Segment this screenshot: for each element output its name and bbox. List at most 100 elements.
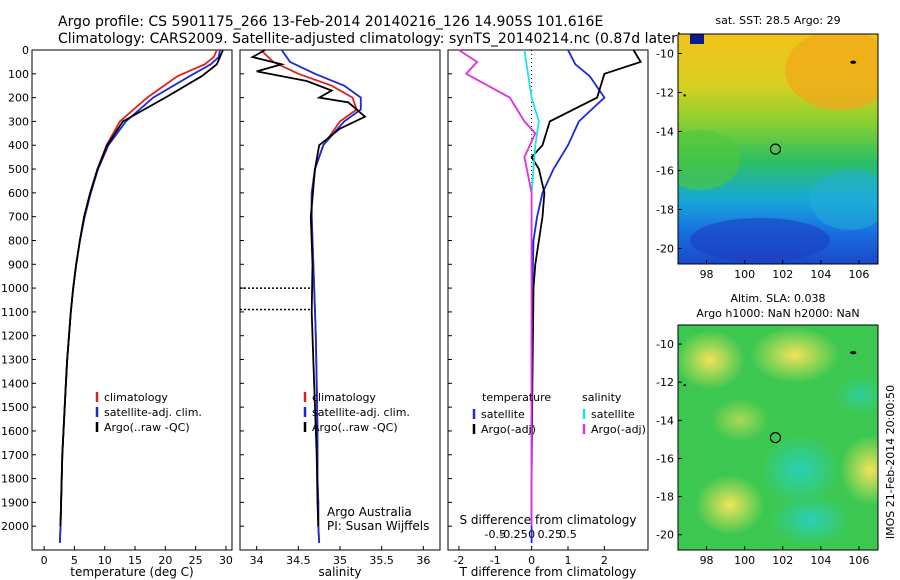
y-tick-label: 1700: [1, 449, 29, 462]
map-y-tick-label: -20: [656, 529, 674, 542]
y-tick-label: 0: [22, 44, 29, 57]
header-line-2: Climatology: CARS2009. Satellite-adjuste…: [58, 31, 682, 47]
island-marker: [850, 351, 857, 355]
map-y-tick-label: -18: [656, 491, 674, 504]
y-tick-label: 1100: [1, 306, 29, 319]
profile-location-marker: [769, 143, 782, 155]
y-tick-label: 600: [8, 187, 29, 200]
series-line: [458, 49, 537, 527]
difference-plot: -2-1012-0.5-0.2500.250.5temperaturesatel…: [448, 49, 646, 567]
sla-map-frame: [677, 324, 879, 551]
y-tick-label: 900: [8, 258, 29, 271]
header-line-1: Argo profile: CS 5901175_266 13-Feb-2014…: [58, 14, 603, 30]
pi-note: PI: Susan Wijffels: [327, 519, 429, 533]
map-y-tick-label: -10: [656, 338, 674, 351]
difference-axes: [447, 49, 649, 551]
map-x-tick-label: 106: [848, 554, 869, 567]
x-tick-label: 10: [98, 554, 112, 567]
map-x-tick-label: 104: [810, 554, 831, 567]
series-line: [530, 49, 643, 527]
sla-map-title-2: Argo h1000: NaN h2000: NaN: [696, 307, 859, 320]
map-x-tick-label: 104: [810, 268, 831, 281]
profile-location-marker: [769, 431, 782, 444]
y-tick-label: 300: [8, 115, 29, 128]
temperature-xlabel: temperature (deg C): [70, 565, 193, 579]
sst-map-field: [678, 34, 878, 264]
series-line: [59, 49, 221, 543]
map-x-tick-label: 98: [700, 554, 714, 567]
legend-label: Argo(-adj): [591, 423, 646, 436]
x2-tick-label: -0.5: [485, 528, 506, 541]
x-tick-label: 25: [189, 554, 203, 567]
map-y-tick-label: -12: [656, 376, 674, 389]
series-line: [250, 49, 367, 527]
sla-map-axes: 98 100 102 104 106 -10 -12 -14 -16 -18 -20: [656, 338, 869, 567]
map-y-tick-label: -12: [656, 86, 674, 99]
y-tick-label: 1300: [1, 354, 29, 367]
y-tick-label: 500: [8, 163, 29, 176]
y-tick-label: 400: [8, 139, 29, 152]
legend-label: Argo(-adj): [481, 423, 536, 436]
island-marker: [683, 94, 686, 97]
map-y-tick-label: -16: [656, 164, 674, 177]
legend-heading: temperature: [482, 391, 551, 404]
series-line: [59, 49, 218, 543]
x-tick-label: 30: [219, 554, 233, 567]
island-marker: [850, 60, 857, 64]
x2-tick-label: 0.5: [559, 528, 577, 541]
legend-label: climatology: [312, 391, 376, 404]
x-tick-label: 2: [601, 554, 608, 567]
salinity-plot: 34 34.5 35 35.5 36 climatology satellite-adj. …: [240, 49, 430, 567]
legend-label: Argo(..raw -QC): [312, 421, 398, 434]
y-tick-label: 1600: [1, 425, 29, 438]
argo-australia-note: Argo Australia: [327, 505, 412, 519]
imos-timestamp: IMOS 21-Feb-2014 20:00:50: [884, 385, 897, 539]
series-line: [530, 49, 606, 543]
x-tick-label: -2: [453, 554, 464, 567]
x-tick-label: -1: [490, 554, 501, 567]
sst-map-frame: [677, 33, 879, 265]
y-tick-label: 1800: [1, 473, 29, 486]
map-x-tick-label: 100: [734, 268, 755, 281]
x-tick-label: 0: [41, 554, 48, 567]
y-tick-label: 800: [8, 234, 29, 247]
map-y-tick-label: -20: [656, 242, 674, 255]
x-tick-label: 5: [71, 554, 78, 567]
y-tick-label: 2000: [1, 520, 29, 533]
legend-label: satellite: [591, 408, 635, 421]
y-tick-label: 1900: [1, 496, 29, 509]
x-tick-label: 35.5: [369, 554, 394, 567]
map-y-tick-label: -16: [656, 452, 674, 465]
sst-map-title: sat. SST: 28.5 Argo: 29: [715, 14, 840, 27]
y-tick-label: 1500: [1, 401, 29, 414]
map-y-tick-label: -14: [656, 414, 674, 427]
map-y-tick-label: -18: [656, 203, 674, 216]
x-tick-label: 34.5: [286, 554, 311, 567]
legend-label: satellite-adj. clim.: [104, 406, 202, 419]
difference-xlabel: T difference from climatology: [459, 565, 637, 579]
legend-label: satellite: [481, 408, 525, 421]
salinity-xlabel: salinity: [318, 565, 361, 579]
x-tick-label: 15: [128, 554, 142, 567]
y-tick-label: 200: [8, 92, 29, 105]
x2-tick-label: 0.25: [538, 528, 563, 541]
map-x-tick-label: 102: [772, 268, 793, 281]
map-x-tick-label: 98: [700, 268, 714, 281]
sst-map-axes: 98 100 102 104 106 -10 -12 -14 -16 -18 -20: [656, 47, 869, 281]
series-line: [59, 49, 224, 527]
sla-map-title-1: Altim. SLA: 0.038: [730, 292, 825, 305]
map-y-tick-label: -14: [656, 125, 674, 138]
y-tick-label: 1000: [1, 282, 29, 295]
y-tick-label: 1400: [1, 377, 29, 390]
temperature-plot: 0100200300400500600700800900100011001200…: [1, 44, 233, 567]
x2-tick-label: -0.25: [499, 528, 527, 541]
y-tick-label: 1200: [1, 330, 29, 343]
legend-label: Argo(..raw -QC): [104, 421, 190, 434]
island-marker: [683, 383, 686, 387]
map-x-tick-label: 106: [848, 268, 869, 281]
difference-x2label: S difference from climatology: [460, 513, 637, 527]
y-tick-label: 700: [8, 211, 29, 224]
map-x-tick-label: 100: [734, 554, 755, 567]
map-x-tick-label: 102: [772, 554, 793, 567]
